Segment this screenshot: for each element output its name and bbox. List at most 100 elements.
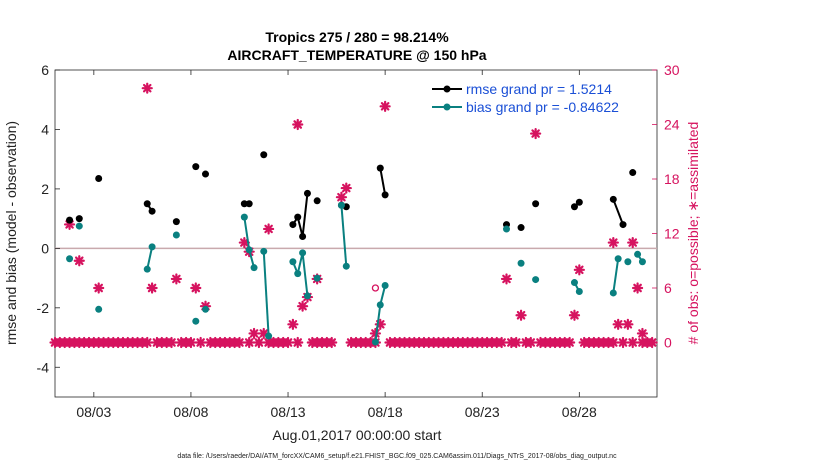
y-axis-label-left: rmse and bias (model - observation): [3, 121, 19, 345]
chart-title: Tropics 275 / 280 = 98.214%: [265, 29, 449, 45]
y-tick-label-right: 30: [664, 62, 680, 78]
rmse-point: [202, 170, 209, 178]
y-tick-label-left: -4: [37, 359, 50, 375]
x-tick-label: 08/03: [76, 404, 111, 420]
bias-point: [376, 301, 384, 309]
bias-point: [148, 243, 156, 251]
bias-point: [342, 262, 350, 270]
bias-point: [66, 255, 74, 263]
obs-assimilated-marker: [248, 327, 260, 340]
obs-assimilated-marker: [146, 282, 158, 294]
rmse-point: [289, 221, 297, 229]
rmse-point: [376, 164, 384, 172]
obs-assimilated-marker: [195, 336, 207, 349]
obs-assimilated-marker: [253, 336, 265, 349]
rmse-point: [619, 221, 627, 229]
obs-assimilated-marker: [573, 264, 585, 276]
obs-assimilated-marker: [617, 336, 629, 349]
bias-point: [638, 258, 646, 266]
bias-line: [612, 258, 620, 294]
obs-assimilated-marker: [530, 127, 542, 140]
bias-point: [265, 332, 273, 340]
obs-assimilated-marker: [263, 223, 275, 235]
rmse-point: [303, 189, 311, 197]
rmse-point: [609, 195, 617, 203]
obs-assimilated-marker: [296, 300, 309, 312]
obs-assimilated-marker: [185, 336, 197, 349]
bias-point: [202, 305, 209, 313]
legend: rmse grand pr = 1.5214 bias grand pr = -…: [432, 81, 619, 115]
obs-assimilated-marker: [335, 191, 348, 203]
legend-rmse-marker: [443, 85, 451, 93]
legend-rmse-label: rmse grand pr = 1.5214: [466, 81, 612, 97]
bias-point: [172, 231, 180, 239]
y-tick-label-left: 0: [41, 240, 49, 256]
obs-assimilated-marker: [292, 118, 304, 131]
x-axis-label: Aug.01,2017 00:00:00 start: [273, 427, 442, 443]
rmse-point: [313, 197, 321, 205]
bias-line: [262, 251, 270, 337]
obs-assimilated-marker: [165, 336, 178, 349]
bias-point: [250, 264, 258, 272]
rmse-point: [517, 224, 525, 232]
obs-assimilated-marker: [141, 82, 153, 94]
rmse-point: [143, 200, 151, 208]
obs-assimilated-marker: [141, 336, 153, 349]
obs-assimilated-marker: [564, 336, 576, 349]
obs-assimilated-marker: [73, 255, 85, 267]
bias-point: [303, 292, 311, 300]
obs-assimilated-marker: [340, 182, 352, 194]
obs-assimilated-marker: [607, 336, 619, 349]
rmse-point: [192, 163, 200, 171]
obs-possible-marker: [371, 284, 380, 292]
rmse-point: [294, 213, 302, 221]
rmse-point: [570, 203, 578, 211]
bias-point: [609, 289, 617, 297]
obs-assimilated-marker: [93, 282, 105, 294]
rmse-point: [532, 200, 540, 208]
rmse-point: [75, 215, 83, 223]
chart-subtitle: AIRCRAFT_TEMPERATURE @ 150 hPa: [227, 47, 486, 63]
legend-bias-label: bias grand pr = -0.84622: [466, 99, 619, 115]
bias-line: [146, 246, 154, 270]
series-bias: [66, 201, 646, 346]
obs-assimilated-marker: [326, 336, 338, 349]
legend-bias-marker: [443, 103, 451, 111]
x-tick-label: 08/13: [271, 404, 306, 420]
y-tick-label-right: 6: [664, 280, 672, 296]
obs-assimilated-marker: [258, 327, 270, 340]
bias-point: [240, 213, 248, 221]
bias-point: [517, 259, 525, 267]
obs-assimilated-marker: [170, 273, 182, 285]
x-tick-label: 08/28: [562, 404, 597, 420]
obs-assimilated-marker: [233, 336, 246, 349]
rmse-point: [260, 151, 268, 159]
footnote: data file: /Users/raeder/DAI/ATM_forcXX/…: [177, 453, 617, 460]
obs-assimilated-marker: [607, 236, 619, 249]
obs-assimilated-marker: [515, 309, 527, 321]
obs-assimilated-marker: [292, 336, 304, 349]
obs-assimilated-marker: [379, 100, 391, 112]
x-tick-label: 08/08: [173, 404, 208, 420]
series-rmse: [66, 151, 637, 240]
bias-point: [299, 249, 307, 257]
bias-point: [260, 247, 268, 255]
obs-assimilated-marker: [500, 273, 513, 285]
rmse-point: [245, 200, 253, 208]
obs-assimilated-marker: [627, 236, 639, 249]
y-axis-label-right: # of obs: o=possible; ∗=assimilated: [685, 122, 701, 345]
rmse-point: [95, 175, 103, 183]
bias-point: [371, 338, 379, 346]
bias-line: [291, 252, 309, 297]
obs-assimilated-marker: [510, 336, 522, 349]
obs-assimilated-marker: [631, 282, 644, 294]
y-tick-label-right: 12: [664, 226, 680, 242]
bias-point: [245, 246, 253, 254]
bias-point: [503, 225, 510, 233]
bias-point: [381, 282, 389, 290]
obs-assimilated-marker: [525, 336, 537, 349]
bias-point: [575, 287, 583, 295]
rmse-line: [379, 167, 387, 196]
obs-assimilated-marker: [287, 318, 299, 330]
x-tick-label: 08/23: [465, 404, 500, 420]
